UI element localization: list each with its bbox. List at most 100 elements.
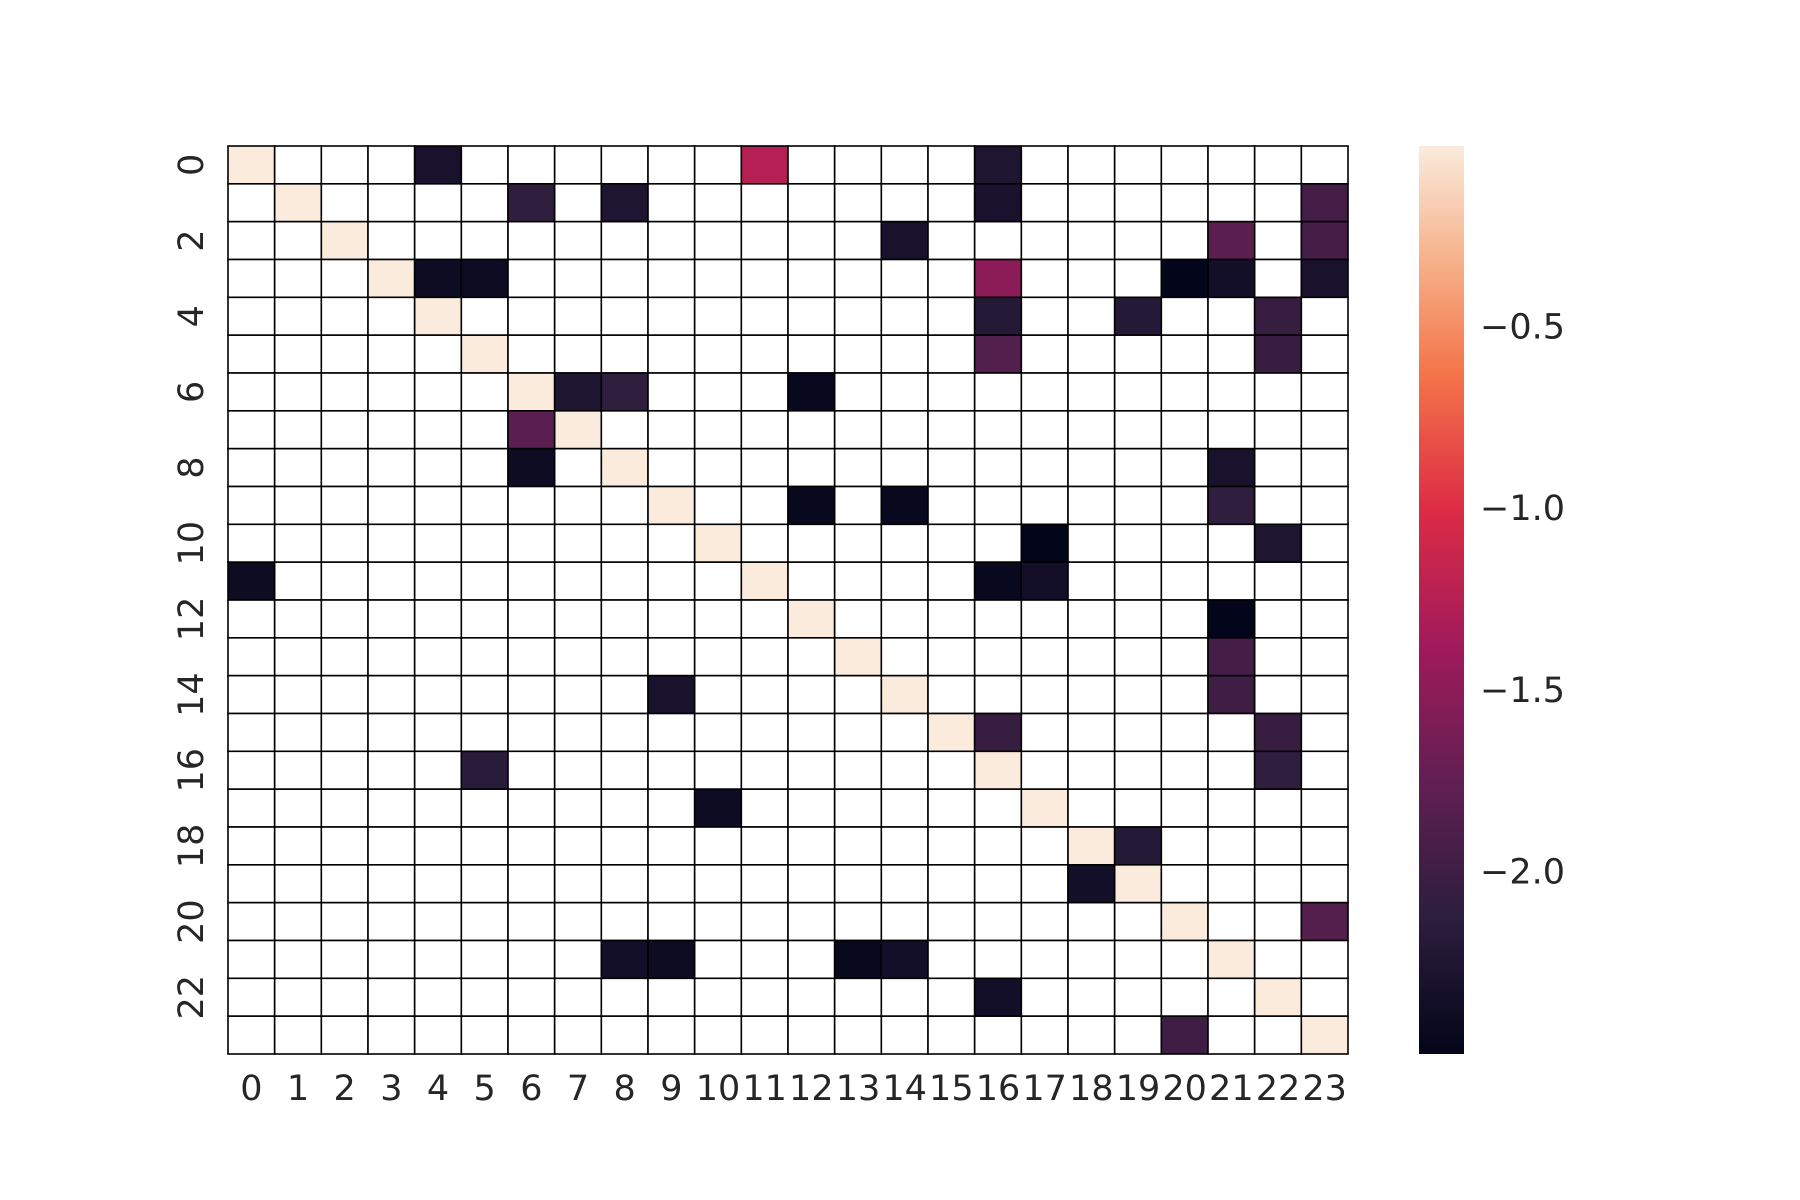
heatmap-cell xyxy=(787,372,836,412)
heatmap-cell-empty xyxy=(1020,977,1069,1017)
heatmap-cell-empty xyxy=(507,1015,556,1055)
heatmap-cell-empty xyxy=(1300,372,1349,412)
heatmap-cell-empty xyxy=(833,372,883,412)
heatmap-cell-empty xyxy=(460,296,509,336)
heatmap-cell-empty xyxy=(1300,864,1349,904)
x-tick-label: 19 xyxy=(1116,1069,1161,1109)
heatmap-cell-empty xyxy=(273,977,323,1017)
heatmap-cell-empty xyxy=(647,447,696,488)
heatmap-cell-empty xyxy=(1067,637,1116,677)
heatmap-cell xyxy=(273,183,323,223)
heatmap-cell-empty xyxy=(647,372,696,412)
heatmap-cell-empty xyxy=(1253,145,1303,185)
heatmap-cell-empty xyxy=(647,599,696,639)
heatmap-cell-empty xyxy=(1113,410,1163,450)
heatmap-cell-empty xyxy=(1160,939,1209,980)
heatmap-cell xyxy=(460,334,509,374)
heatmap-cell-empty xyxy=(927,220,976,261)
heatmap-cell-empty xyxy=(880,183,929,223)
heatmap-cell-empty xyxy=(320,712,369,753)
heatmap-cell-empty xyxy=(693,145,743,185)
heatmap-cell-empty xyxy=(927,183,976,223)
heatmap-cell-empty xyxy=(973,410,1023,450)
heatmap-cell-empty xyxy=(507,599,556,639)
heatmap-cell-empty xyxy=(1207,788,1256,828)
y-tick-label: 0 xyxy=(172,154,212,176)
heatmap-cell-empty xyxy=(693,712,743,753)
heatmap-cell-empty xyxy=(1253,447,1303,488)
heatmap-cell-empty xyxy=(460,901,509,942)
heatmap-cell-empty xyxy=(507,901,556,942)
heatmap-cell-empty xyxy=(273,637,323,677)
heatmap-cell-empty xyxy=(273,447,323,488)
heatmap-cell-empty xyxy=(600,901,649,942)
heatmap-cell-empty xyxy=(367,864,416,904)
heatmap-cell-empty xyxy=(1067,712,1116,753)
heatmap-cell xyxy=(600,183,649,223)
heatmap-cell-empty xyxy=(1113,561,1163,601)
heatmap-cell-empty xyxy=(693,220,743,261)
heatmap-cell-empty xyxy=(227,977,276,1017)
heatmap-cell-empty xyxy=(507,712,556,753)
heatmap-cell xyxy=(880,485,929,526)
heatmap-cell-empty xyxy=(693,485,743,526)
heatmap-cell-empty xyxy=(320,296,369,336)
heatmap-cell-empty xyxy=(1067,750,1116,790)
heatmap-cell-empty xyxy=(787,447,836,488)
heatmap-cell-empty xyxy=(507,939,556,980)
heatmap-cell xyxy=(1113,826,1163,866)
heatmap-cell-empty xyxy=(273,334,323,374)
heatmap-cell-empty xyxy=(507,561,556,601)
heatmap-cell-empty xyxy=(927,977,976,1017)
heatmap-cell-empty xyxy=(413,788,463,828)
heatmap-cell-empty xyxy=(927,939,976,980)
heatmap-cell-empty xyxy=(1207,372,1256,412)
heatmap-cell-empty xyxy=(227,258,276,299)
heatmap-cell-empty xyxy=(1113,939,1163,980)
heatmap-cell-empty xyxy=(460,523,509,563)
heatmap-cell-empty xyxy=(1020,183,1069,223)
heatmap-cell-empty xyxy=(740,1015,789,1055)
heatmap-cell-empty xyxy=(367,599,416,639)
y-tick-label: 8 xyxy=(172,456,212,478)
heatmap-cell-empty xyxy=(973,826,1023,866)
heatmap-cell-empty xyxy=(740,826,789,866)
heatmap-cell-empty xyxy=(833,826,883,866)
heatmap-cell-empty xyxy=(787,712,836,753)
heatmap-cell xyxy=(1020,788,1069,828)
heatmap-cell-empty xyxy=(787,674,836,715)
heatmap-cell-empty xyxy=(1067,1015,1116,1055)
heatmap-cell-empty xyxy=(740,864,789,904)
heatmap-cell-empty xyxy=(320,864,369,904)
heatmap-cell-empty xyxy=(1020,1015,1069,1055)
heatmap-cell-empty xyxy=(1020,334,1069,374)
heatmap-cell-empty xyxy=(320,788,369,828)
heatmap-cell-empty xyxy=(1300,485,1349,526)
heatmap-cell-empty xyxy=(507,637,556,677)
heatmap-cell-empty xyxy=(320,485,369,526)
heatmap-cell-empty xyxy=(1067,447,1116,488)
heatmap-cell-empty xyxy=(507,864,556,904)
heatmap-cell-empty xyxy=(553,901,603,942)
heatmap-cell-empty xyxy=(693,977,743,1017)
heatmap-cell-empty xyxy=(740,977,789,1017)
x-tick-label: 10 xyxy=(696,1069,741,1109)
heatmap-cell-empty xyxy=(367,372,416,412)
heatmap-cell xyxy=(1207,258,1256,299)
heatmap-cell-empty xyxy=(880,258,929,299)
heatmap-cell-empty xyxy=(880,410,929,450)
y-tick-label: 14 xyxy=(172,672,212,717)
heatmap-cell-empty xyxy=(927,258,976,299)
heatmap-cell-empty xyxy=(1067,183,1116,223)
heatmap-cell-empty xyxy=(1300,447,1349,488)
heatmap-cell-empty xyxy=(1253,674,1303,715)
heatmap-cell-empty xyxy=(647,145,696,185)
heatmap-cell-empty xyxy=(460,599,509,639)
heatmap-cell-empty xyxy=(1160,637,1209,677)
heatmap-cell-empty xyxy=(1160,296,1209,336)
heatmap-cell-empty xyxy=(787,826,836,866)
heatmap-cell-empty xyxy=(880,145,929,185)
heatmap-cell-empty xyxy=(693,447,743,488)
heatmap-cell-empty xyxy=(833,334,883,374)
heatmap-cell xyxy=(460,258,509,299)
